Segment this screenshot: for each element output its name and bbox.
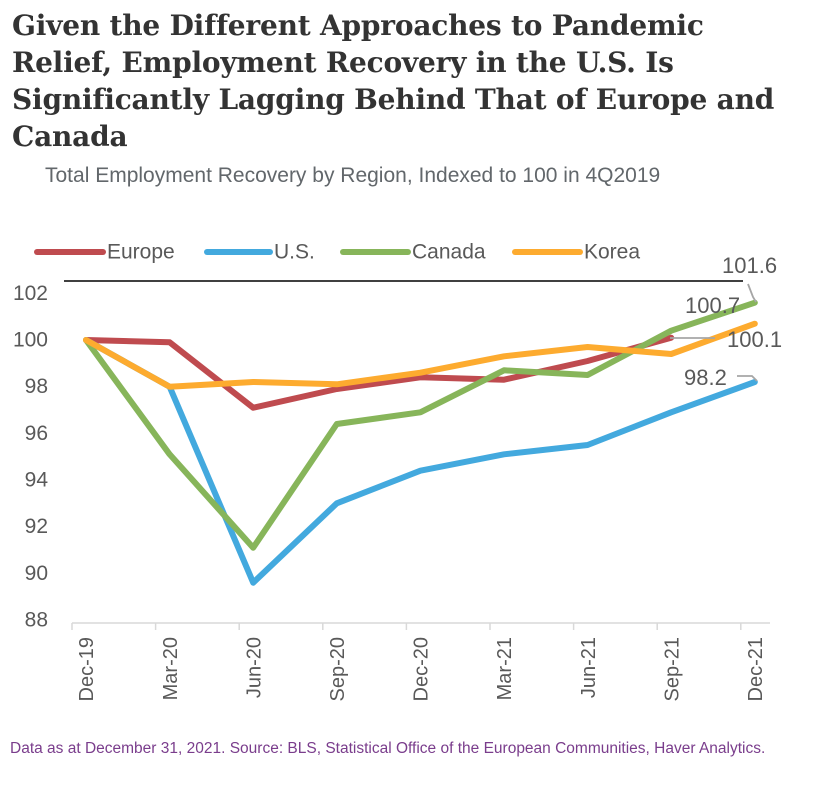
data-label-u-s: 98.2: [684, 365, 727, 390]
data-label-europe: 100.1: [727, 327, 782, 352]
y-tick-label: 92: [25, 515, 48, 538]
source-note: Data as at December 31, 2021. Source: BL…: [10, 740, 766, 757]
y-tick-label: 88: [25, 608, 48, 631]
y-tick-label: 98: [25, 375, 48, 398]
title-line: Canada: [12, 120, 128, 153]
y-tick-label: 94: [25, 468, 49, 491]
data-labels: 101.6 100.7 100.198.2: [670, 253, 782, 390]
y-tick-label: 90: [25, 562, 48, 585]
leader-line-u-s: [737, 375, 758, 382]
title-line: Relief, Employment Recovery in the U.S. …: [12, 46, 674, 79]
legend-label-europe: Europe: [107, 241, 175, 264]
y-tick-label: 96: [25, 422, 48, 445]
legend: Europe U.S. Canada Korea: [34, 241, 640, 264]
x-tick-label: Dec-19: [76, 637, 98, 701]
data-label-korea: 100.7: [685, 293, 740, 318]
legend-item-canada: Canada: [340, 241, 486, 264]
x-tick-label: Sep-20: [327, 637, 349, 702]
legend-label-korea: Korea: [584, 241, 640, 264]
y-axis: 88 90 92 94 96 98 100 102: [13, 282, 48, 632]
y-tick-label: 102: [13, 282, 48, 305]
series-line-europe: [83, 334, 675, 411]
legend-item-europe: Europe: [34, 241, 175, 264]
legend-item-u-s: U.S.: [204, 241, 315, 264]
title-line: Given the Different Approaches to Pandem…: [12, 9, 704, 42]
x-tick-label: Jun-20: [243, 637, 265, 698]
legend-label-canada: Canada: [412, 241, 486, 264]
x-tick-label: Dec-20: [411, 637, 433, 701]
series-line-canada: [83, 299, 758, 551]
x-tick-label: Mar-21: [494, 637, 516, 700]
series-line-u-s: [83, 337, 758, 586]
legend-item-korea: Korea: [512, 241, 640, 264]
page-title: Given the Different Approaches to Pandem…: [12, 7, 774, 155]
title-line: Significantly Lagging Behind That of Eur…: [12, 83, 775, 116]
chart-subtitle: Total Employment Recovery by Region, Ind…: [45, 164, 661, 187]
x-axis: Dec-19 Mar-20 Jun-20 Sep-20 Dec-20 Mar-21 Jun-…: [71, 622, 770, 702]
series-line-korea: [83, 320, 758, 390]
series-lines: [83, 299, 758, 586]
data-label-canada: 101.6: [722, 253, 777, 278]
x-tick-label: Dec-21: [745, 637, 767, 701]
leader-line-canada: [747, 283, 757, 303]
x-tick-label: Mar-20: [160, 637, 182, 700]
legend-label-u-s: U.S.: [274, 241, 315, 264]
y-tick-label: 100: [13, 329, 48, 352]
x-tick-label: Sep-21: [661, 637, 683, 702]
x-tick-label: Jun-21: [578, 637, 600, 698]
